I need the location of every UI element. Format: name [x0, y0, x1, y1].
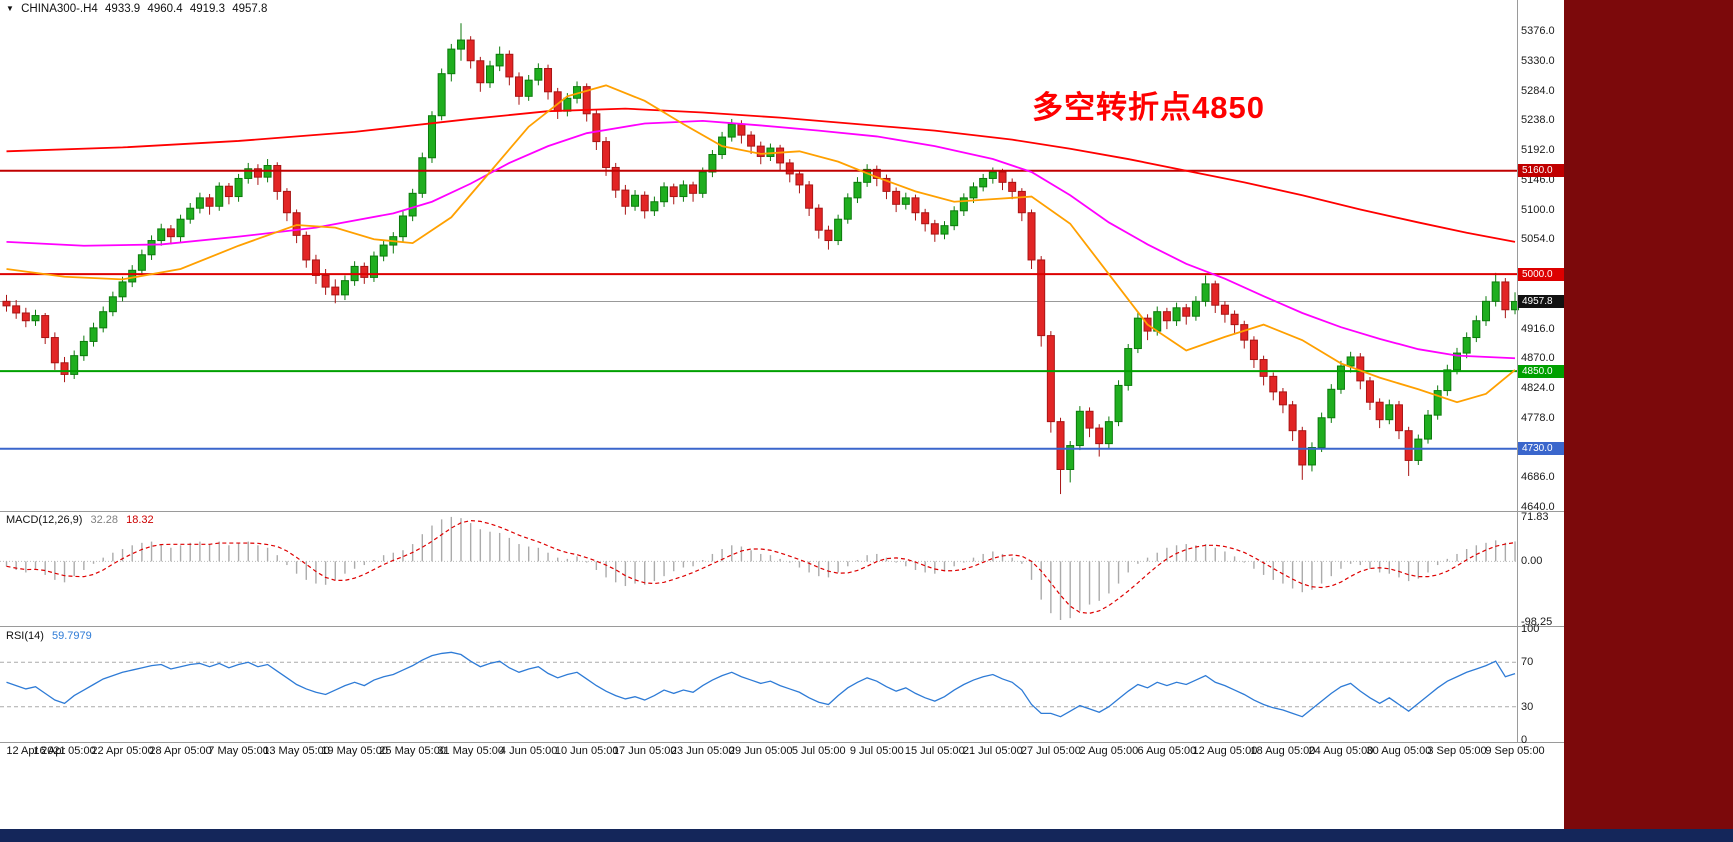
time-axis-label[interactable]: 25 May 05:00 — [379, 745, 446, 757]
time-axis-label[interactable]: 19 May 05:00 — [321, 745, 388, 757]
time-axis-label[interactable]: 27 Jul 05:00 — [1020, 745, 1081, 757]
rsi-value: 59.7979 — [51, 630, 92, 642]
time-axis-label[interactable]: 12 Aug 05:00 — [1192, 745, 1258, 757]
rsi-title: RSI(14) — [6, 630, 44, 642]
chart-arrow-icon: ▼ — [6, 4, 14, 13]
ohlc-low: 4919.3 — [189, 3, 225, 15]
time-axis-label[interactable]: 21 Jul 05:00 — [962, 745, 1023, 757]
macd-value: 32.28 — [90, 514, 119, 526]
time-axis-label[interactable]: 23 Jun 05:00 — [670, 745, 735, 757]
time-axis-label[interactable]: 22 Apr 05:00 — [91, 745, 154, 757]
macd-tick: -98.25 — [1521, 616, 1553, 628]
price-tick: 5054.0 — [1521, 233, 1555, 246]
symbol-name: CHINA300-.H4 — [21, 3, 98, 15]
time-axis-label[interactable]: 12 Apr 2021 — [6, 745, 66, 757]
price-tick: 5330.0 — [1521, 54, 1555, 67]
price-badge-4730.0: 4730.0 — [1518, 442, 1564, 456]
chart-window: ▼ CHINA300-.H4 4933.9 4960.4 4919.3 4957… — [0, 0, 1564, 829]
price-tick: 4870.0 — [1521, 352, 1555, 365]
ohlc-high: 4960.4 — [147, 3, 183, 15]
ohlc-close: 4957.8 — [232, 3, 268, 15]
price-badge-5000.0: 5000.0 — [1518, 267, 1564, 281]
current-price-badge: 4957.8 — [1518, 294, 1564, 308]
price-tick: 4640.0 — [1521, 501, 1555, 513]
price-tick: 5376.0 — [1521, 25, 1555, 37]
time-axis-label[interactable]: 28 Apr 05:00 — [149, 745, 212, 757]
time-axis-label[interactable]: 29 Jun 05:00 — [728, 745, 793, 757]
symbol-info: ▼ CHINA300-.H4 4933.9 4960.4 4919.3 4957… — [6, 3, 271, 15]
rsi-tick: 30 — [1521, 700, 1534, 713]
time-axis-label[interactable]: 17 Jun 05:00 — [612, 745, 677, 757]
rsi-tick: 70 — [1521, 656, 1534, 669]
time-axis-label[interactable]: 15 Jul 05:00 — [904, 745, 965, 757]
time-axis-label[interactable]: 7 May 05:00 — [208, 745, 269, 757]
main-chart-canvas[interactable] — [0, 0, 1564, 829]
time-axis-label[interactable]: 9 Jul 05:00 — [849, 745, 904, 757]
price-tick: 5238.0 — [1521, 114, 1555, 127]
time-axis-label[interactable]: 10 Jun 05:00 — [554, 745, 619, 757]
price-tick: 4824.0 — [1521, 382, 1555, 394]
price-tick: 4778.0 — [1521, 411, 1555, 424]
price-tick: 5192.0 — [1521, 144, 1555, 156]
macd-tick: 0.00 — [1521, 555, 1543, 568]
macd-tick: 71.83 — [1521, 511, 1549, 523]
time-axis-label[interactable]: 16 Apr 05:00 — [33, 745, 96, 757]
time-axis-label[interactable]: 30 Aug 05:00 — [1366, 745, 1432, 757]
time-axis-label[interactable]: 24 Aug 05:00 — [1308, 745, 1374, 757]
price-tick: 4686.0 — [1521, 471, 1555, 484]
rsi-panel-label: RSI(14) 59.7979 — [6, 630, 92, 642]
price-tick: 4916.0 — [1521, 322, 1555, 335]
price-badge-5160.0: 5160.0 — [1518, 164, 1564, 178]
rsi-tick: 0 — [1521, 734, 1528, 746]
macd-title: MACD(12,26,9) — [6, 514, 83, 526]
time-axis-label[interactable]: 31 May 05:00 — [437, 745, 504, 757]
ohlc-open: 4933.9 — [105, 3, 141, 15]
bottom-bar — [0, 829, 1733, 842]
time-axis-label[interactable]: 3 Sep 05:00 — [1427, 745, 1487, 757]
time-axis-label[interactable]: 13 May 05:00 — [263, 745, 330, 757]
price-tick: 5284.0 — [1521, 84, 1555, 97]
macd-signal-value: 18.32 — [126, 514, 154, 526]
time-axis-label[interactable]: 6 Aug 05:00 — [1137, 745, 1197, 757]
time-axis-label[interactable]: 18 Aug 05:00 — [1250, 745, 1316, 757]
time-axis-label[interactable]: 2 Aug 05:00 — [1079, 745, 1139, 757]
time-axis-label[interactable]: 4 Jun 05:00 — [499, 745, 558, 757]
price-badge-4850.0: 4850.0 — [1518, 364, 1564, 378]
annotation-text: 多空转折点4850 — [1032, 90, 1265, 125]
macd-panel-label: MACD(12,26,9) 32.28 18.32 — [6, 514, 154, 526]
rsi-tick: 100 — [1521, 623, 1540, 635]
time-axis-label[interactable]: 5 Jul 05:00 — [791, 745, 846, 757]
price-tick: 5100.0 — [1521, 203, 1555, 216]
time-axis-label[interactable]: 9 Sep 05:00 — [1485, 745, 1545, 757]
right-panel — [1564, 0, 1733, 829]
